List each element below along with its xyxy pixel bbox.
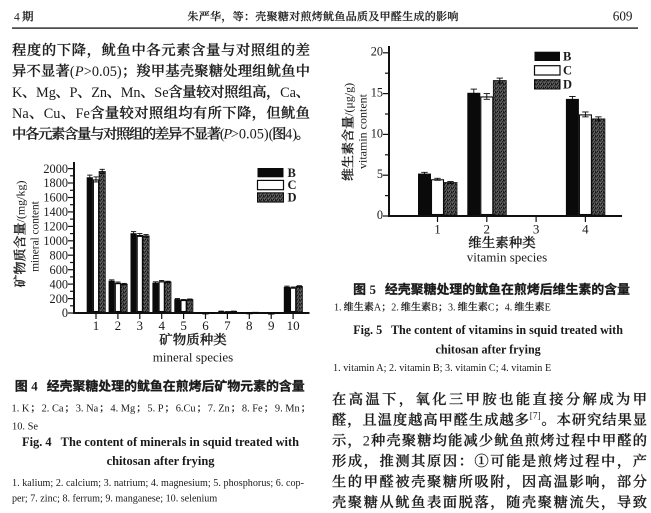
svg-text:4: 4 (158, 318, 165, 333)
svg-text:2: 2 (484, 222, 491, 237)
svg-text:E: E (545, 302, 551, 313)
svg-text:3: 3 (533, 222, 540, 237)
svg-text:/(μg/g): /(μg/g) (342, 83, 356, 116)
svg-text:9: 9 (268, 318, 275, 333)
svg-text:1800: 1800 (43, 176, 68, 190)
svg-text:2: 2 (363, 433, 370, 449)
svg-text:P: P (74, 64, 84, 80)
svg-text:A: A (374, 302, 382, 313)
svg-text:4): 4) (285, 127, 297, 143)
svg-text:200: 200 (50, 292, 68, 306)
svg-text:5: 5 (370, 283, 376, 297)
svg-text:3: 3 (137, 318, 144, 333)
svg-text:B: B (288, 166, 296, 180)
svg-text:609: 609 (613, 9, 633, 24)
svg-text:2. Ca: 2. Ca (42, 403, 64, 414)
svg-text:(: ( (220, 127, 225, 143)
svg-text:4. Mg: 4. Mg (110, 403, 135, 414)
svg-text:[7]: [7] (530, 410, 541, 420)
svg-text:K: K (12, 85, 23, 101)
svg-text:9. Mn: 9. Mn (275, 403, 301, 414)
svg-text:Fig. 4 The content of minera: Fig. 4 The content of minerals in squid … (22, 435, 299, 449)
svg-text:600: 600 (50, 263, 68, 277)
svg-text:4.: 4. (505, 302, 513, 313)
svg-text:10. Se: 10. Se (12, 422, 38, 433)
svg-text:C: C (563, 64, 572, 78)
svg-text:C: C (488, 302, 495, 313)
svg-text:Zn: Zn (91, 85, 107, 101)
svg-text:1600: 1600 (43, 191, 68, 205)
svg-text:1: 1 (434, 222, 441, 237)
svg-text:chitosan after frying: chitosan after frying (107, 454, 216, 468)
svg-text:6.Cu: 6.Cu (176, 403, 197, 414)
svg-text:5: 5 (377, 167, 383, 181)
svg-text:D: D (288, 191, 297, 205)
svg-text:C: C (288, 178, 297, 192)
svg-text:/(mg/kg): /(mg/kg) (14, 181, 28, 223)
svg-text:(: ( (70, 64, 75, 80)
svg-text:mineral species: mineral species (153, 350, 234, 365)
svg-text:10: 10 (371, 126, 383, 140)
svg-text:800: 800 (50, 248, 68, 262)
svg-text:Fig. 5 The content of vitami: Fig. 5 The content of vitamins in squid … (353, 323, 623, 337)
svg-text:>0.05)(: >0.05)( (231, 127, 274, 143)
svg-text:8. Fe: 8. Fe (242, 403, 263, 414)
svg-text:4: 4 (31, 380, 38, 394)
svg-text:vitamin species: vitamin species (467, 250, 548, 265)
svg-text:per; 7. zinc; 8. ferrum; 9. ma: per; 7. zinc; 8. ferrum; 9. manganese; 1… (12, 494, 217, 505)
svg-text:Na: Na (12, 106, 29, 122)
svg-text:2000: 2000 (43, 162, 68, 176)
svg-text:5: 5 (180, 318, 187, 333)
svg-text:7. Zn: 7. Zn (208, 403, 231, 414)
svg-text:P: P (70, 85, 78, 101)
svg-text:B: B (431, 302, 438, 313)
svg-text:4: 4 (14, 12, 20, 24)
svg-text:chitosan after frying: chitosan after frying (435, 342, 540, 356)
svg-text:7: 7 (224, 318, 231, 333)
svg-text:B: B (563, 50, 571, 64)
svg-text:1. vitamin A; 2. vitamin B; 3.: 1. vitamin A; 2. vitamin B; 3. vitamin C… (333, 363, 551, 374)
svg-text:6: 6 (202, 318, 209, 333)
svg-text:20: 20 (371, 45, 383, 59)
svg-text:1.: 1. (334, 302, 342, 313)
svg-text:2.: 2. (391, 302, 399, 313)
svg-text:Cu: Cu (44, 106, 61, 122)
svg-text:Mg: Mg (36, 85, 56, 101)
svg-text:8: 8 (246, 318, 253, 333)
svg-text:P: P (222, 127, 232, 143)
svg-text:5. P: 5. P (147, 403, 163, 414)
svg-text:3. Na: 3. Na (76, 403, 99, 414)
svg-text:400: 400 (50, 277, 68, 291)
svg-text:10: 10 (287, 318, 300, 333)
svg-text:4: 4 (582, 222, 589, 237)
svg-text:1. K: 1. K (12, 403, 30, 414)
svg-text:1200: 1200 (43, 220, 68, 234)
svg-text:Ca: Ca (280, 85, 297, 101)
svg-text:Fe: Fe (76, 106, 90, 122)
svg-text:>0.05): >0.05) (84, 64, 122, 80)
svg-text:vitamin content: vitamin content (356, 93, 370, 169)
svg-text:Se: Se (154, 85, 168, 101)
svg-text:0: 0 (377, 208, 383, 222)
svg-text:1: 1 (93, 318, 100, 333)
svg-text:D: D (563, 78, 572, 92)
svg-text:mineral content: mineral content (30, 200, 42, 271)
svg-text:Mn: Mn (121, 85, 141, 101)
svg-text:2: 2 (115, 318, 122, 333)
svg-text:15: 15 (371, 86, 383, 100)
svg-text:1400: 1400 (43, 205, 68, 219)
svg-text:3.: 3. (448, 302, 456, 313)
svg-text:1000: 1000 (43, 234, 68, 248)
svg-text:0: 0 (62, 306, 68, 320)
svg-text:1. kalium; 2. calcium; 3. natr: 1. kalium; 2. calcium; 3. natrium; 4. ma… (12, 478, 304, 489)
